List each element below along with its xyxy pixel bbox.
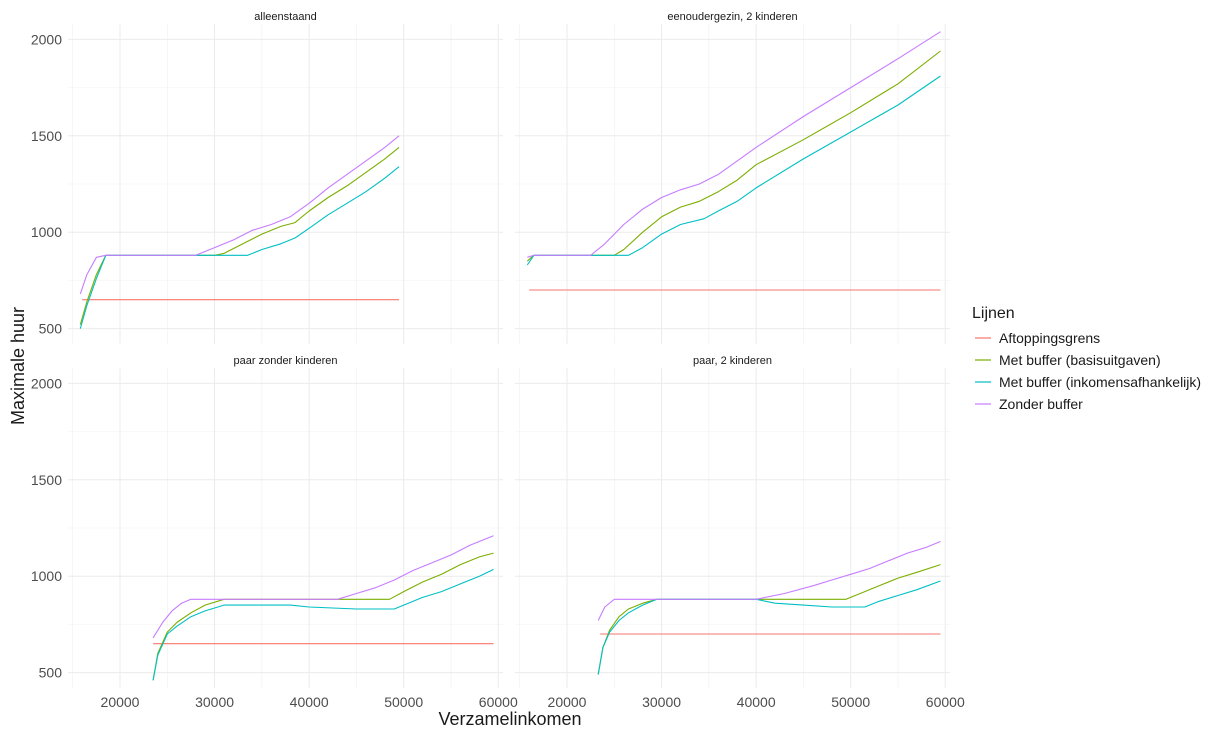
legend: Lijnen Aftoppingsgrens Met buffer (basisu… bbox=[972, 305, 1201, 412]
panel: paar, 2 kinderen 20000 30000 40000 50000 6000… bbox=[515, 355, 965, 710]
y-tick-label: 500 bbox=[39, 665, 63, 681]
legend-label: Aftoppingsgrens bbox=[999, 330, 1100, 346]
x-tick-label: 60000 bbox=[479, 694, 518, 710]
x-tick-label: 40000 bbox=[737, 694, 776, 710]
panel-title: paar, 2 kinderen bbox=[693, 355, 772, 367]
series-line bbox=[79, 166, 400, 329]
y-tick-label: 2000 bbox=[31, 31, 62, 47]
panels-layer: alleenstaand 500 1000 1500 2000 eenoudergezin… bbox=[31, 11, 965, 710]
legend-title: Lijnen bbox=[972, 305, 1015, 322]
series-line bbox=[152, 552, 494, 681]
x-tick-label: 40000 bbox=[290, 694, 329, 710]
x-tick-label: 50000 bbox=[831, 694, 870, 710]
series-line bbox=[152, 568, 494, 681]
x-axis-title: Verzamelinkomen bbox=[438, 709, 581, 729]
panel: eenoudergezin, 2 kinderen bbox=[515, 11, 950, 344]
y-tick-label: 1500 bbox=[31, 128, 62, 144]
panel: paar zonder kinderen 500 1000 1500 2000 20000… bbox=[31, 355, 518, 710]
series-line bbox=[597, 540, 941, 621]
legend-label: Met buffer (basisuitgaven) bbox=[999, 352, 1161, 368]
y-tick-label: 1000 bbox=[31, 568, 62, 584]
x-tick-label: 60000 bbox=[926, 694, 965, 710]
x-tick-label: 50000 bbox=[384, 694, 423, 710]
series-line bbox=[79, 146, 400, 325]
y-tick-label: 1000 bbox=[31, 224, 62, 240]
panel-title: alleenstaand bbox=[254, 11, 316, 23]
legend-entries: Aftoppingsgrens Met buffer (basisuitgaven… bbox=[975, 330, 1201, 412]
series-line bbox=[79, 135, 400, 295]
x-tick-label: 30000 bbox=[195, 694, 234, 710]
series-line bbox=[526, 50, 941, 262]
x-tick-label: 20000 bbox=[548, 694, 587, 710]
panel-title: paar zonder kinderen bbox=[234, 355, 338, 367]
series-line bbox=[597, 580, 941, 675]
panel: alleenstaand 500 1000 1500 2000 bbox=[31, 11, 503, 344]
y-tick-label: 500 bbox=[39, 321, 63, 337]
x-tick-label: 20000 bbox=[101, 694, 140, 710]
y-tick-label: 1500 bbox=[31, 472, 62, 488]
y-axis-title: Maximale huur bbox=[8, 307, 28, 425]
legend-label: Zonder buffer bbox=[999, 396, 1083, 412]
series-line bbox=[597, 564, 941, 675]
series-line bbox=[526, 75, 941, 266]
series-line bbox=[527, 31, 941, 258]
series-line bbox=[152, 535, 494, 639]
x-tick-label: 30000 bbox=[642, 694, 681, 710]
panel-title: eenoudergezin, 2 kinderen bbox=[667, 11, 797, 23]
legend-label: Met buffer (inkomensafhankelijk) bbox=[999, 374, 1201, 390]
y-tick-label: 2000 bbox=[31, 375, 62, 391]
